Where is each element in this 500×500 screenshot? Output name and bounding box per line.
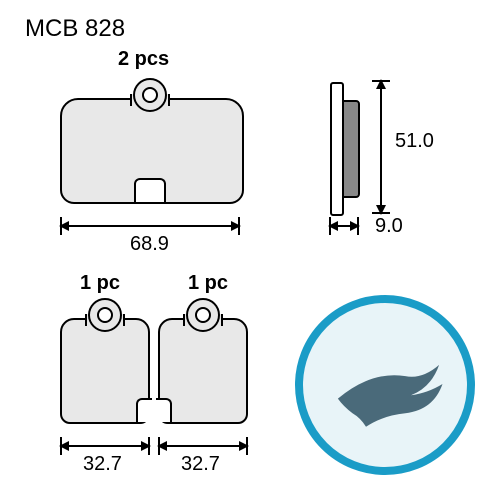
- side-view: [330, 82, 358, 212]
- brand-logo: [295, 295, 475, 475]
- side-friction-material: [342, 100, 360, 198]
- arrow-left-icon: [59, 441, 69, 451]
- bottom-right-notch: [156, 398, 172, 422]
- arrow-down-icon: [376, 205, 386, 215]
- bottom-right-qty-label: 1 pc: [188, 272, 228, 295]
- arrow-left-icon: [157, 441, 167, 451]
- arrow-left-icon: [59, 221, 69, 231]
- top-qty-label: 2 pcs: [118, 48, 169, 71]
- height-dimension-line: [380, 80, 382, 214]
- arrow-right-icon: [141, 441, 151, 451]
- bottom-left-width-line: [60, 445, 150, 447]
- arrow-right-icon: [239, 441, 249, 451]
- arrow-right-icon: [350, 221, 360, 231]
- bottom-left-pad: [60, 300, 150, 420]
- bottom-right-width-line: [158, 445, 248, 447]
- thickness-dimension-line: [329, 225, 359, 227]
- bottom-right-tab: [186, 298, 220, 332]
- height-value: 51.0: [395, 130, 434, 153]
- arrow-left-icon: [328, 221, 338, 231]
- diagram-container: MCB 828 2 pcs 51.0 68.9 9.0 1 pc 1 pc: [0, 0, 500, 500]
- bottom-right-pad: [158, 300, 248, 420]
- bottom-left-width-value: 32.7: [83, 453, 122, 476]
- width-dimension-line: [60, 225, 240, 227]
- arrow-up-icon: [376, 79, 386, 89]
- thickness-value: 9.0: [375, 215, 403, 238]
- top-pad-notch: [134, 178, 166, 202]
- width-value: 68.9: [130, 233, 169, 256]
- bottom-left-notch: [136, 398, 152, 422]
- top-pad-tab: [133, 78, 167, 112]
- arrow-right-icon: [231, 221, 241, 231]
- bottom-left-qty-label: 1 pc: [80, 272, 120, 295]
- bird-icon: [331, 348, 446, 438]
- bottom-right-width-value: 32.7: [181, 453, 220, 476]
- bottom-left-tab: [88, 298, 122, 332]
- product-code: MCB 828: [25, 15, 125, 43]
- top-brake-pad: [60, 80, 240, 200]
